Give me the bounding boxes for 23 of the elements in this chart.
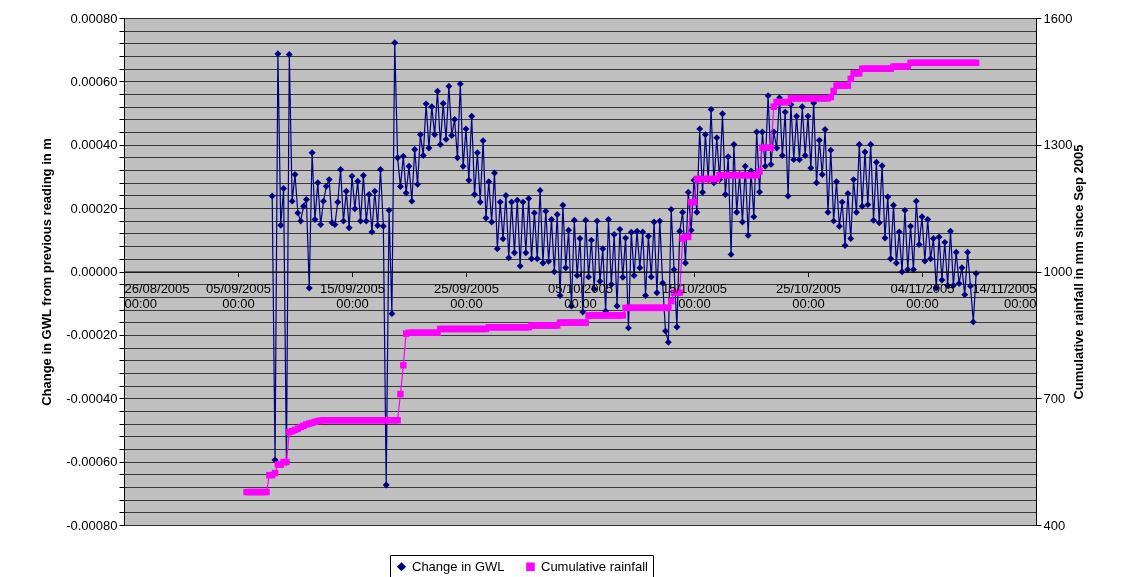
- x-tick-label: 04/11/2005 00:00: [890, 281, 955, 311]
- y-tick-label: -0.00080: [66, 517, 118, 533]
- x-tick-label: 05/09/2005 00:00: [205, 281, 272, 311]
- y2-axis-title: Cumulative rainfall in mm since Sep 2005: [1071, 144, 1087, 400]
- y-tick-label: 0.00060: [70, 73, 118, 89]
- x-tick-label: 25/10/2005 00:00: [775, 281, 842, 311]
- y2-tick-label: 1600: [1043, 10, 1073, 26]
- x-tick-label: 26/08/2005 00:00: [124, 281, 190, 311]
- y-tick-label: 0.00080: [70, 10, 118, 26]
- y-tick-label: 0.00020: [70, 200, 118, 216]
- legend-label: Cumulative rainfall: [541, 558, 649, 574]
- y-tick-label: -0.00020: [66, 327, 118, 343]
- y-tick-label: 0.00000: [70, 264, 118, 279]
- x-tick-label: 25/09/2005 00:00: [433, 281, 500, 311]
- y-tick-label: -0.00060: [66, 454, 118, 470]
- y2-tick-label: 1300: [1043, 137, 1073, 153]
- y-tick-label: 0.00040: [70, 137, 118, 153]
- y-axis-title: Change in GWL from previous reading in m: [39, 138, 55, 406]
- y2-tick-label: 1000: [1043, 264, 1073, 279]
- y2-tick-label: 700: [1043, 390, 1066, 406]
- y2-tick-label: 400: [1043, 517, 1066, 533]
- y-tick-label: -0.00040: [66, 390, 118, 406]
- legend-label: Change in GWL: [412, 558, 505, 574]
